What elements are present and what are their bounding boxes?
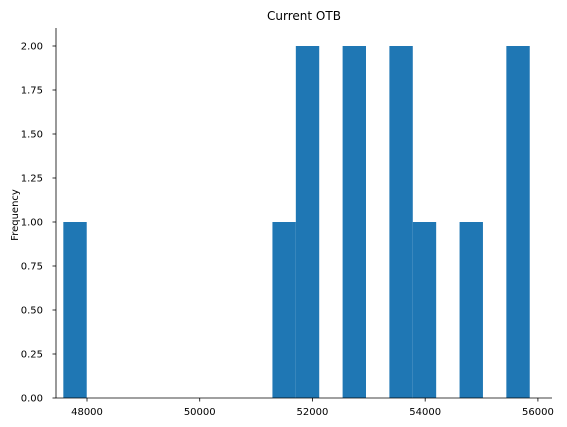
y-tick-label: 1.50 — [21, 130, 43, 141]
y-tick-label: 0.00 — [21, 394, 43, 405]
x-tick-label: 52000 — [297, 407, 329, 418]
histogram-bar-8 — [506, 46, 530, 398]
y-axis-label: Frequency — [10, 189, 21, 241]
histogram-bar-6 — [412, 222, 437, 398]
histogram-bar-1 — [63, 222, 87, 398]
x-tick-label: 50000 — [184, 407, 216, 418]
histogram-bar-4 — [342, 46, 366, 398]
y-tick-label: 1.25 — [21, 174, 43, 185]
x-tick-label: 56000 — [522, 407, 554, 418]
y-tick-label: 0.75 — [21, 262, 43, 273]
chart-title: Current OTB — [267, 9, 341, 23]
y-tick-label: 1.75 — [21, 86, 43, 97]
histogram-bar-5 — [389, 46, 413, 398]
x-tick-label: 48000 — [71, 407, 103, 418]
histogram-bar-7 — [459, 222, 483, 398]
y-axis: 0.00 0.25 0.50 0.75 1.00 1.25 1.50 1.75 2.00 — [21, 42, 56, 405]
histogram-bar-2 — [272, 222, 296, 398]
y-tick-label: 2.00 — [21, 42, 43, 53]
y-tick-label: 1.00 — [21, 218, 43, 229]
histogram-bar-3 — [295, 46, 320, 398]
bars-group — [63, 46, 530, 398]
x-tick-label: 54000 — [409, 407, 441, 418]
y-tick-label: 0.25 — [21, 350, 43, 361]
x-axis: 48000 50000 52000 54000 56000 — [71, 398, 554, 418]
y-tick-label: 0.50 — [21, 306, 43, 317]
